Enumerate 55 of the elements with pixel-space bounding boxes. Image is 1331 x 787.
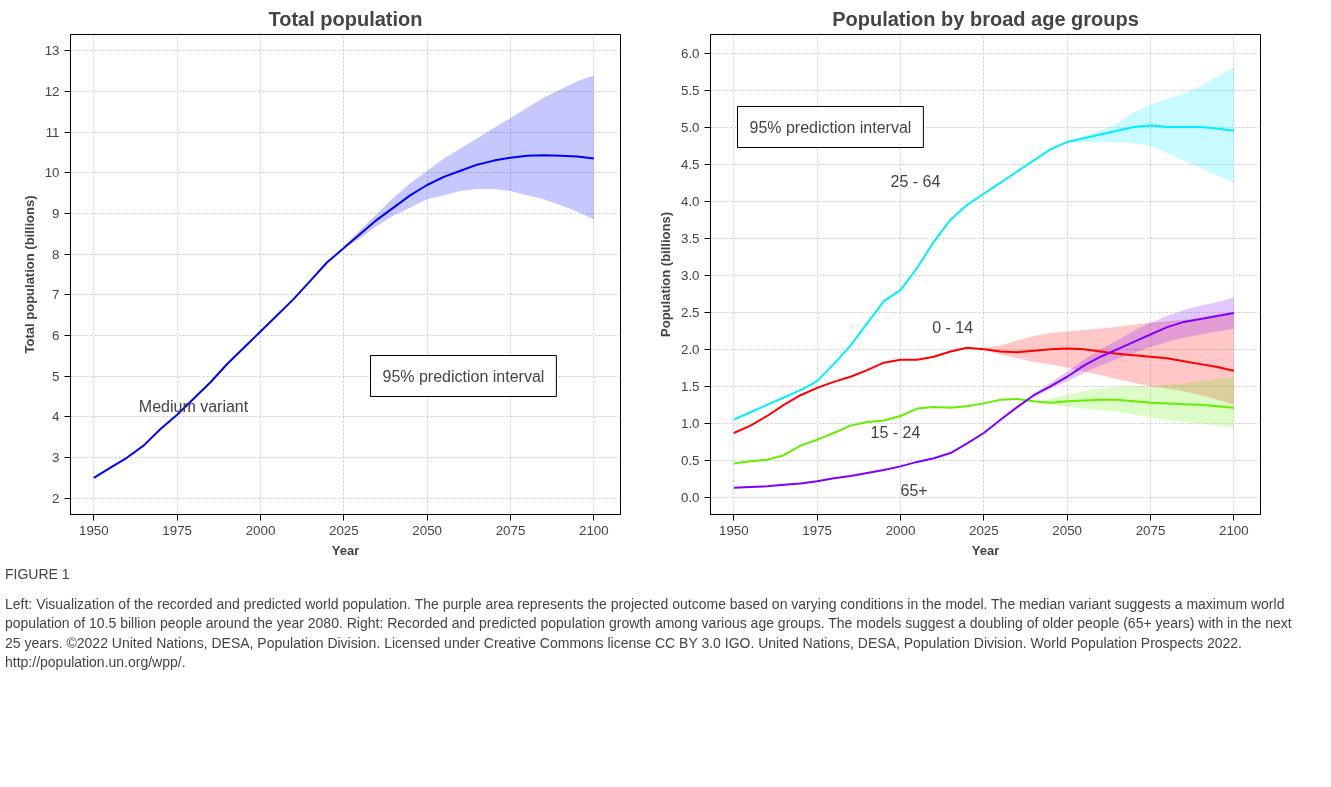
x-tick-label: 2075	[495, 522, 526, 538]
annotation: 95% prediction interval	[382, 367, 545, 385]
y-tick-label: 4	[52, 409, 61, 425]
caption: FIGURE 1	[5, 565, 70, 584]
y-tick-label: 6	[52, 328, 60, 344]
y-tick-label: 4.5	[680, 156, 700, 172]
y-tick-label: 8	[52, 246, 60, 262]
x-axis-title: Year	[331, 542, 360, 558]
series-label: 25 - 64	[890, 172, 941, 190]
y-tick-label: 9	[52, 205, 60, 221]
y-axis-title: Population (billions)	[657, 212, 673, 337]
y-tick-label: 2	[52, 490, 60, 506]
x-tick-label: 1975	[162, 522, 192, 538]
x-tick-label: 1975	[802, 522, 832, 538]
x-tick-label: 1950	[79, 522, 109, 538]
line-series	[92, 154, 595, 479]
x-axis-title: Year	[971, 542, 1000, 558]
x-tick-label: 2050	[1052, 522, 1082, 538]
y-tick-label: 2.0	[680, 341, 700, 357]
chart-title: Population by broad age groups	[832, 7, 1139, 30]
y-tick-label: 10	[44, 165, 60, 181]
y-tick-label: 5.5	[680, 82, 700, 98]
y-tick-label: 13	[44, 43, 60, 59]
x-tick-label: 2075	[1135, 522, 1166, 538]
y-tick-label: 0.5	[680, 452, 700, 468]
y-tick-label: 1.0	[680, 415, 700, 431]
y-tick-label: 7	[52, 287, 60, 303]
y-tick-label: 3.0	[680, 267, 700, 283]
text: Left: Visualization of the recorded and predicted world population. The purple area represents the projected outcome based on varying conditions in the model. The median variant suggests a maximum world population of 10.5 billion people around the year 2080. Right: Recorded and predicted population growth among various age groups. The models suggest a doubling of older people (65+ years) with in the next 25 years. ©2022 United Nations, DESA, Population Division. Licensed under Creative Commons license CC BY 3.0 IGO. United Nations, DESA, Population Division. World Population Prospects 2022. http://population.un.org/wpp/.	[5, 594, 1293, 673]
x-tick-label: 2100	[579, 522, 609, 538]
line-series	[732, 397, 1235, 465]
x-tick-label: 2025	[329, 522, 359, 538]
x-tick-label: 2000	[885, 522, 916, 538]
y-tick-label: 12	[44, 83, 60, 99]
x-tick-label: 1950	[719, 522, 749, 538]
y-tick-label: 2.5	[680, 304, 700, 320]
y-tick-label: 0.0	[680, 489, 700, 505]
y-tick-label: 11	[45, 124, 60, 140]
y-tick-label: 3	[52, 450, 60, 466]
x-tick-label: 2050	[412, 522, 442, 538]
x-tick-label: 2025	[969, 522, 999, 538]
series-label: 0 - 14	[932, 318, 974, 336]
annotation: 95% prediction interval	[749, 118, 912, 136]
y-tick-label: 1.5	[680, 378, 700, 394]
series-label: 15 - 24	[870, 423, 921, 441]
y-tick-label: 3.5	[680, 230, 700, 246]
y-tick-label: 4.0	[680, 193, 700, 209]
y-tick-label: 5.0	[680, 119, 700, 135]
y-tick-label: 6.0	[680, 45, 700, 61]
y-axis-title: Total population (billions)	[21, 195, 37, 354]
series-label: 65+	[900, 482, 928, 500]
chart-title: Total population	[268, 7, 423, 30]
y-tick-label: 5	[52, 368, 60, 384]
x-tick-label: 2000	[245, 522, 276, 538]
x-tick-label: 2100	[1219, 522, 1249, 538]
